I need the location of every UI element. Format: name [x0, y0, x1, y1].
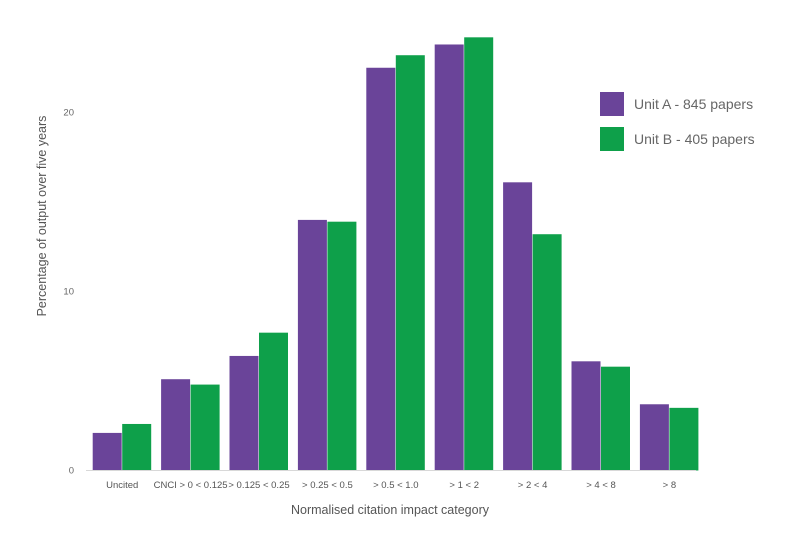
- bar-unit-a-0: [92, 432, 122, 471]
- legend-swatch-unit-b: [600, 127, 624, 151]
- x-tick-label: > 0.125 < 0.25: [228, 480, 289, 491]
- bar-unit-b-7: [601, 366, 630, 471]
- legend-label-unit-a: Unit A - 845 papers: [634, 96, 753, 112]
- x-tick-label: > 4 < 8: [586, 480, 616, 491]
- bar-unit-b-6: [532, 234, 562, 471]
- bar-unit-b-0: [122, 423, 152, 471]
- x-tick-label: > 1 < 2: [449, 480, 479, 491]
- bar-unit-b-5: [464, 37, 494, 471]
- bar-unit-b-4: [395, 55, 425, 471]
- x-tick-label: > 0.25 < 0.5: [302, 480, 353, 491]
- bar-unit-a-4: [366, 67, 396, 471]
- bar-unit-a-6: [503, 182, 533, 471]
- bar-unit-b-2: [259, 332, 288, 471]
- y-tick-label: 20: [63, 108, 74, 119]
- legend: Unit A - 845 papers Unit B - 405 papers: [600, 92, 755, 151]
- bar-unit-a-7: [571, 361, 601, 471]
- bar-unit-b-1: [190, 384, 220, 471]
- bar-unit-b-8: [669, 407, 699, 471]
- y-tick-label: 0: [69, 466, 74, 477]
- bar-unit-a-3: [297, 219, 327, 471]
- x-tick-label: > 0.5 < 1.0: [373, 480, 418, 491]
- y-axis-label: Percentage of output over five years: [35, 116, 49, 317]
- bar-unit-a-2: [229, 355, 259, 471]
- legend-swatch-unit-a: [600, 92, 624, 116]
- bar-unit-a-1: [161, 379, 191, 471]
- x-tick-label: > 8: [663, 480, 676, 491]
- x-tick-label: > 2 < 4: [518, 480, 548, 491]
- x-axis-label: Normalised citation impact category: [291, 503, 490, 517]
- bar-unit-a-8: [639, 404, 669, 471]
- bar-unit-a-5: [434, 44, 464, 471]
- legend-label-unit-b: Unit B - 405 papers: [634, 131, 755, 147]
- y-tick-label: 10: [63, 287, 74, 298]
- bar-unit-b-3: [327, 221, 357, 471]
- x-tick-label: CNCI > 0 < 0.125: [154, 480, 228, 491]
- x-tick-label: Uncited: [106, 480, 138, 491]
